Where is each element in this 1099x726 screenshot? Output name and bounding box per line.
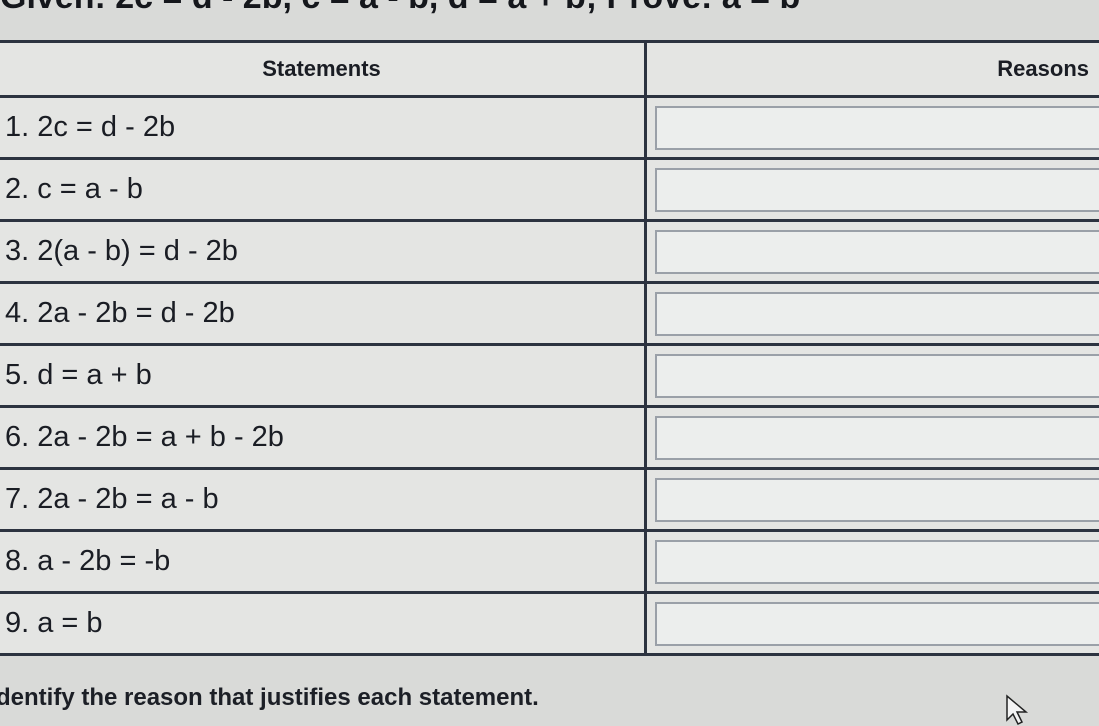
table-row: 9. a = b — [0, 593, 1099, 655]
reason-input[interactable] — [655, 292, 1099, 336]
statement-cell: 4. 2a - 2b = d - 2b — [0, 283, 646, 345]
reason-cell — [646, 221, 1099, 283]
reason-input[interactable] — [655, 168, 1099, 212]
table-row: 7. 2a - 2b = a - b — [0, 469, 1099, 531]
proof-table: Statements Reasons 1. 2c = d - 2b 2. c =… — [0, 40, 1099, 656]
reason-cell — [646, 159, 1099, 221]
table-row: 2. c = a - b — [0, 159, 1099, 221]
reason-input[interactable] — [655, 540, 1099, 584]
statement-cell: 3. 2(a - b) = d - 2b — [0, 221, 646, 283]
reason-cell — [646, 469, 1099, 531]
reason-cell — [646, 97, 1099, 159]
table-row: 4. 2a - 2b = d - 2b — [0, 283, 1099, 345]
statement-cell: 7. 2a - 2b = a - b — [0, 469, 646, 531]
statement-cell: 6. 2a - 2b = a + b - 2b — [0, 407, 646, 469]
table-row: 5. d = a + b — [0, 345, 1099, 407]
reason-cell — [646, 593, 1099, 655]
statement-cell: 8. a - 2b = -b — [0, 531, 646, 593]
reason-input[interactable] — [655, 230, 1099, 274]
statements-header: Statements — [0, 42, 646, 97]
table-row: 8. a - 2b = -b — [0, 531, 1099, 593]
reasons-header: Reasons — [646, 42, 1099, 97]
reason-input[interactable] — [655, 478, 1099, 522]
given-prove-line: Given: 2c = d - 2b, c = a - b, d = a + b… — [0, 0, 800, 17]
statement-cell: 1. 2c = d - 2b — [0, 97, 646, 159]
reason-input[interactable] — [655, 354, 1099, 398]
table-row: 3. 2(a - b) = d - 2b — [0, 221, 1099, 283]
table-row: 6. 2a - 2b = a + b - 2b — [0, 407, 1099, 469]
statement-cell: 5. d = a + b — [0, 345, 646, 407]
reason-cell — [646, 345, 1099, 407]
reason-input[interactable] — [655, 106, 1099, 150]
mouse-pointer-icon — [1005, 694, 1033, 726]
instructions: dentify the reason that justifies each s… — [0, 684, 539, 712]
reason-input[interactable] — [655, 416, 1099, 460]
statement-cell: 2. c = a - b — [0, 159, 646, 221]
reason-input[interactable] — [655, 602, 1099, 646]
statement-cell: 9. a = b — [0, 593, 646, 655]
reason-cell — [646, 531, 1099, 593]
reason-cell — [646, 283, 1099, 345]
reason-cell — [646, 407, 1099, 469]
table-row: 1. 2c = d - 2b — [0, 97, 1099, 159]
